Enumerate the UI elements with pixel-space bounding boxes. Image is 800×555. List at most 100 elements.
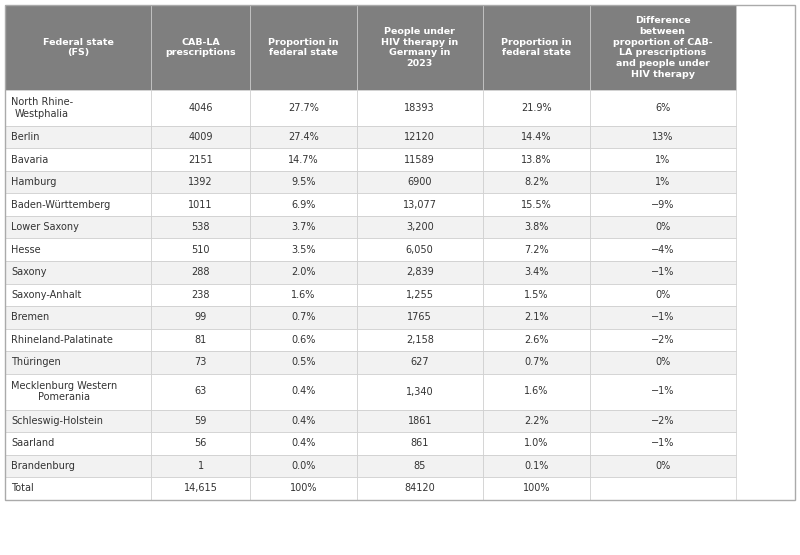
Bar bbox=[5, 455, 151, 477]
Bar bbox=[250, 5, 357, 90]
Text: 0.7%: 0.7% bbox=[291, 312, 315, 322]
Text: 0.1%: 0.1% bbox=[524, 461, 549, 471]
Text: 510: 510 bbox=[191, 245, 210, 255]
Text: −1%: −1% bbox=[651, 268, 674, 278]
Bar bbox=[250, 477, 357, 500]
Bar bbox=[483, 90, 590, 126]
Bar bbox=[590, 374, 736, 410]
Text: North Rhine-
Westphalia: North Rhine- Westphalia bbox=[11, 97, 73, 119]
Bar bbox=[590, 171, 736, 194]
Bar bbox=[250, 239, 357, 261]
Bar bbox=[151, 455, 250, 477]
Text: Hesse: Hesse bbox=[11, 245, 41, 255]
Bar bbox=[151, 374, 250, 410]
Bar bbox=[151, 171, 250, 194]
Text: −2%: −2% bbox=[651, 416, 674, 426]
Bar bbox=[590, 432, 736, 455]
Bar bbox=[5, 410, 151, 432]
Bar bbox=[357, 410, 483, 432]
Text: 12120: 12120 bbox=[404, 132, 435, 142]
Bar bbox=[590, 455, 736, 477]
Text: 0.0%: 0.0% bbox=[291, 461, 315, 471]
Bar bbox=[151, 432, 250, 455]
Text: 99: 99 bbox=[194, 312, 206, 322]
Bar bbox=[357, 432, 483, 455]
Bar bbox=[357, 284, 483, 306]
Bar bbox=[590, 477, 736, 500]
Text: 1,340: 1,340 bbox=[406, 386, 434, 396]
Bar bbox=[590, 90, 736, 126]
Bar bbox=[151, 126, 250, 149]
Text: 0.5%: 0.5% bbox=[291, 357, 315, 367]
Bar bbox=[151, 216, 250, 239]
Bar bbox=[250, 432, 357, 455]
Bar bbox=[250, 194, 357, 216]
Text: 73: 73 bbox=[194, 357, 206, 367]
Bar bbox=[357, 194, 483, 216]
Text: 2.1%: 2.1% bbox=[524, 312, 549, 322]
Bar bbox=[590, 149, 736, 171]
Text: 13.8%: 13.8% bbox=[521, 155, 551, 165]
Text: 1.5%: 1.5% bbox=[524, 290, 549, 300]
Text: People under
HIV therapy in
Germany in
2023: People under HIV therapy in Germany in 2… bbox=[381, 27, 458, 68]
Bar bbox=[151, 306, 250, 329]
Text: Saxony-Anhalt: Saxony-Anhalt bbox=[11, 290, 82, 300]
Text: 0%: 0% bbox=[655, 222, 670, 232]
Text: 0.4%: 0.4% bbox=[291, 438, 315, 448]
Text: 14.7%: 14.7% bbox=[288, 155, 318, 165]
Text: 1011: 1011 bbox=[188, 200, 213, 210]
Text: 4046: 4046 bbox=[188, 103, 213, 113]
Text: 0%: 0% bbox=[655, 290, 670, 300]
Text: Lower Saxony: Lower Saxony bbox=[11, 222, 79, 232]
Text: 0%: 0% bbox=[655, 357, 670, 367]
Text: 14,615: 14,615 bbox=[183, 483, 218, 493]
Bar bbox=[483, 171, 590, 194]
Text: Difference
between
proportion of CAB-
LA prescriptions
and people under
HIV ther: Difference between proportion of CAB- LA… bbox=[613, 16, 713, 79]
Text: 1765: 1765 bbox=[407, 312, 432, 322]
Bar bbox=[250, 261, 357, 284]
Bar bbox=[5, 351, 151, 374]
Bar bbox=[151, 5, 250, 90]
Text: 0%: 0% bbox=[655, 461, 670, 471]
Text: Rhineland-Palatinate: Rhineland-Palatinate bbox=[11, 335, 113, 345]
Bar bbox=[5, 216, 151, 239]
Bar bbox=[357, 329, 483, 351]
Text: 1392: 1392 bbox=[188, 177, 213, 187]
Bar bbox=[590, 194, 736, 216]
Text: 861: 861 bbox=[410, 438, 429, 448]
Text: CAB-LA
prescriptions: CAB-LA prescriptions bbox=[166, 38, 236, 57]
Bar bbox=[5, 5, 151, 90]
Bar bbox=[483, 5, 590, 90]
Text: Federal state
(FS): Federal state (FS) bbox=[42, 38, 114, 57]
Text: −1%: −1% bbox=[651, 438, 674, 448]
Bar bbox=[357, 261, 483, 284]
Bar bbox=[250, 410, 357, 432]
Text: 288: 288 bbox=[191, 268, 210, 278]
Text: Brandenburg: Brandenburg bbox=[11, 461, 75, 471]
Bar bbox=[5, 194, 151, 216]
Text: 3.5%: 3.5% bbox=[291, 245, 315, 255]
Text: 6%: 6% bbox=[655, 103, 670, 113]
Bar bbox=[5, 284, 151, 306]
Text: 4009: 4009 bbox=[188, 132, 213, 142]
Bar bbox=[483, 126, 590, 149]
Bar bbox=[357, 5, 483, 90]
Bar bbox=[5, 432, 151, 455]
Text: 8.2%: 8.2% bbox=[524, 177, 549, 187]
Bar bbox=[5, 5, 795, 500]
Text: 0.6%: 0.6% bbox=[291, 335, 315, 345]
Bar bbox=[590, 284, 736, 306]
Text: Saarland: Saarland bbox=[11, 438, 54, 448]
Text: 84120: 84120 bbox=[404, 483, 435, 493]
Text: 27.7%: 27.7% bbox=[288, 103, 318, 113]
Text: 2,839: 2,839 bbox=[406, 268, 434, 278]
Bar bbox=[5, 171, 151, 194]
Bar bbox=[357, 216, 483, 239]
Bar bbox=[5, 329, 151, 351]
Bar bbox=[357, 455, 483, 477]
Bar bbox=[483, 351, 590, 374]
Bar bbox=[250, 455, 357, 477]
Text: 27.4%: 27.4% bbox=[288, 132, 318, 142]
Text: Hamburg: Hamburg bbox=[11, 177, 56, 187]
Text: Bremen: Bremen bbox=[11, 312, 50, 322]
